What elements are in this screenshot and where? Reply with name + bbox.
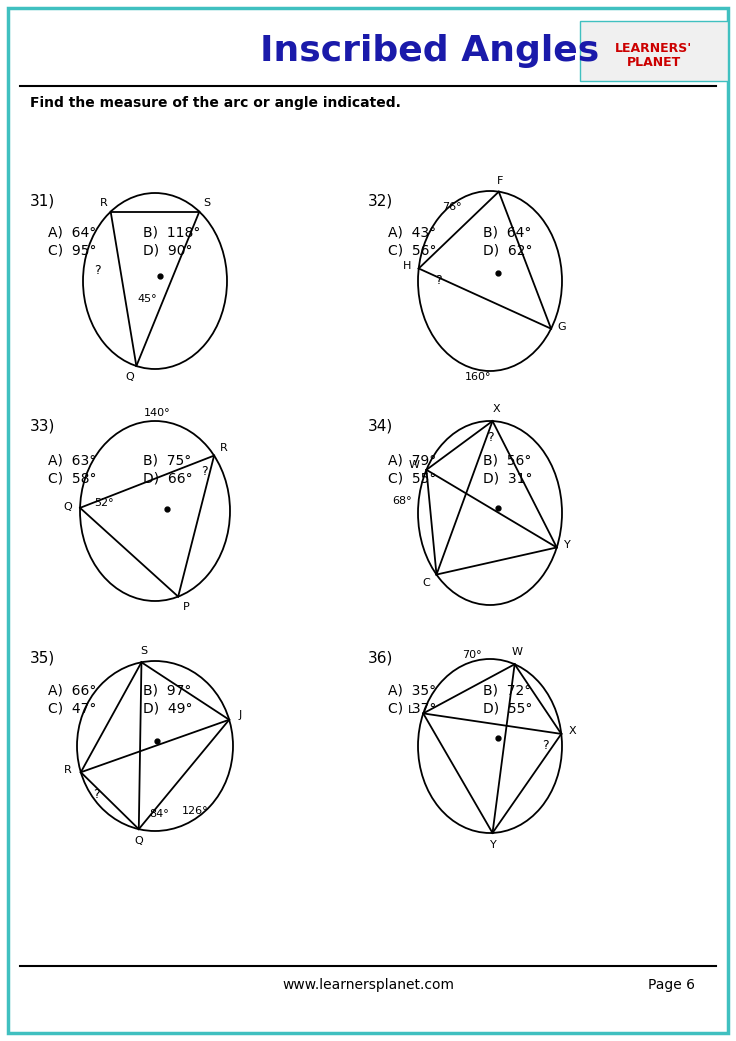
Text: C)  58°: C) 58° [48, 471, 96, 485]
Text: X: X [568, 726, 576, 736]
Text: B)  72°: B) 72° [483, 684, 531, 699]
Text: R: R [220, 442, 228, 453]
Text: G: G [558, 322, 567, 332]
Text: 126°: 126° [182, 806, 208, 816]
FancyBboxPatch shape [580, 21, 728, 81]
Text: Find the measure of the arc or angle indicated.: Find the measure of the arc or angle ind… [30, 96, 401, 110]
Text: J: J [238, 710, 242, 719]
Text: 140°: 140° [144, 408, 170, 418]
Text: 45°: 45° [137, 294, 157, 304]
Text: A)  63°: A) 63° [48, 453, 96, 467]
Text: ?: ? [542, 739, 548, 753]
Text: 36): 36) [368, 651, 393, 665]
Text: D)  90°: D) 90° [143, 244, 193, 258]
Text: C)  55°: C) 55° [388, 471, 436, 485]
Text: B)  56°: B) 56° [483, 453, 531, 467]
Text: A)  79°: A) 79° [388, 453, 436, 467]
Text: ?: ? [487, 431, 494, 443]
Text: D)  31°: D) 31° [483, 471, 533, 485]
Text: B)  64°: B) 64° [483, 226, 531, 240]
Text: Q: Q [64, 502, 72, 512]
Text: ?: ? [436, 274, 442, 287]
Text: Q: Q [135, 836, 144, 846]
Text: ?: ? [93, 788, 100, 801]
Text: W: W [409, 460, 420, 469]
Text: PLANET: PLANET [627, 56, 681, 70]
Text: C: C [422, 578, 431, 587]
Text: 34): 34) [368, 418, 393, 433]
Text: D)  66°: D) 66° [143, 471, 193, 485]
Text: A)  35°: A) 35° [388, 684, 436, 699]
Text: D)  55°: D) 55° [483, 702, 532, 716]
Text: Q: Q [125, 372, 134, 382]
Text: 70°: 70° [462, 650, 482, 660]
Text: L: L [408, 706, 414, 715]
Text: 52°: 52° [94, 498, 114, 508]
Text: 68°: 68° [392, 496, 412, 506]
Text: Y: Y [565, 540, 571, 551]
Text: C)  95°: C) 95° [48, 244, 96, 258]
Text: 31): 31) [30, 194, 55, 208]
Text: W: W [511, 648, 522, 657]
Text: C)  56°: C) 56° [388, 244, 436, 258]
Text: C)  47°: C) 47° [48, 702, 96, 716]
Text: 84°: 84° [149, 809, 169, 819]
Text: A)  64°: A) 64° [48, 226, 96, 240]
Text: 160°: 160° [464, 372, 491, 382]
Text: C)  37°: C) 37° [388, 702, 436, 716]
Text: A)  66°: A) 66° [48, 684, 96, 699]
Text: LEARNERS': LEARNERS' [615, 42, 693, 54]
Text: S: S [140, 646, 147, 656]
Text: A)  43°: A) 43° [388, 226, 436, 240]
Text: ?: ? [93, 264, 100, 278]
Text: H: H [403, 261, 411, 272]
Text: X: X [492, 404, 500, 414]
Text: D)  62°: D) 62° [483, 244, 533, 258]
Text: F: F [497, 176, 503, 185]
Text: 76°: 76° [442, 202, 461, 212]
Text: www.learnersplanet.com: www.learnersplanet.com [282, 977, 454, 992]
Text: Page 6: Page 6 [648, 977, 696, 992]
Text: Y: Y [490, 840, 497, 849]
Text: 35): 35) [30, 651, 55, 665]
Text: 33): 33) [30, 418, 55, 433]
Text: B)  118°: B) 118° [143, 226, 200, 240]
Text: R: R [100, 198, 107, 207]
Text: B)  75°: B) 75° [143, 453, 191, 467]
Text: 32): 32) [368, 194, 393, 208]
Text: S: S [202, 198, 210, 207]
Text: R: R [64, 765, 71, 776]
Text: P: P [183, 602, 190, 612]
Text: D)  49°: D) 49° [143, 702, 193, 716]
Text: ?: ? [201, 465, 208, 478]
Text: B)  97°: B) 97° [143, 684, 191, 699]
Text: Inscribed Angles: Inscribed Angles [260, 34, 599, 68]
FancyBboxPatch shape [8, 8, 728, 1033]
